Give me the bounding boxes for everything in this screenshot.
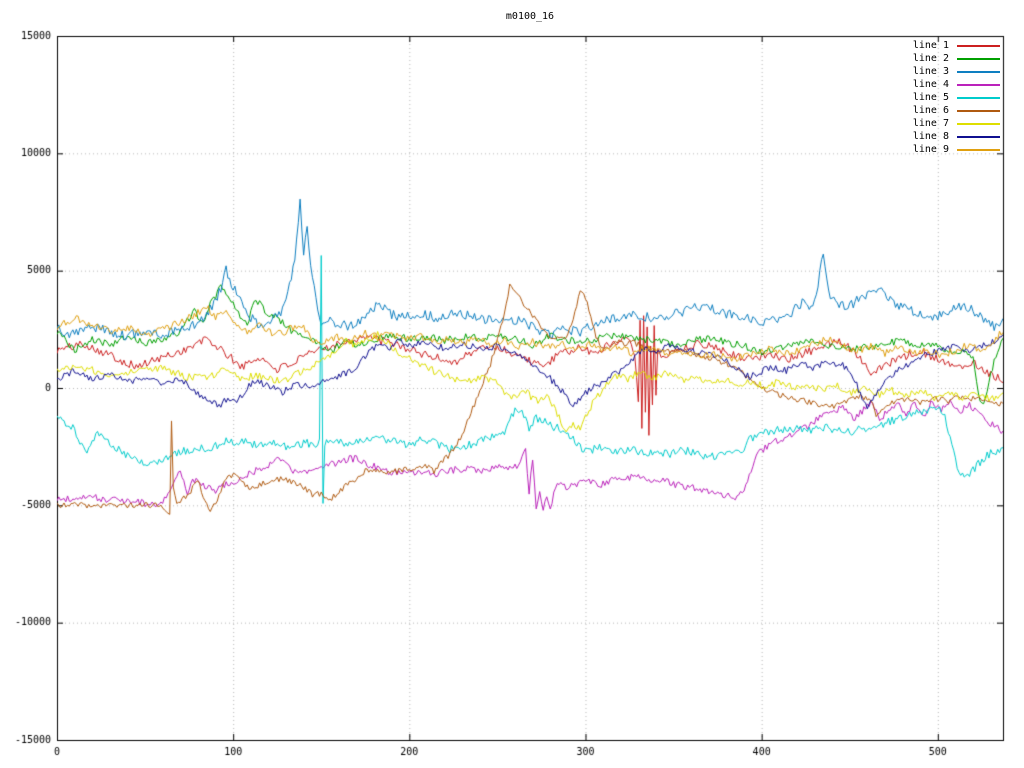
legend-swatch (957, 96, 1000, 99)
legend-item: line 6 (913, 104, 1000, 117)
legend-swatch (957, 135, 1000, 138)
legend-label: line 3 (912, 66, 949, 77)
legend-swatch (957, 148, 1000, 151)
legend-item: line 4 (913, 78, 1000, 91)
legend-item: line 8 (913, 130, 1000, 143)
legend-label: line 5 (912, 92, 949, 103)
legend-label: line 8 (912, 131, 949, 142)
legend-swatch (957, 44, 1000, 47)
legend-label: line 2 (912, 53, 949, 64)
legend-swatch (957, 122, 1000, 125)
legend-swatch (957, 109, 1000, 112)
legend-item: line 5 (913, 91, 1000, 104)
legend-label: line 9 (912, 144, 949, 155)
legend-label: line 6 (912, 105, 949, 116)
legend-swatch (957, 57, 1000, 60)
legend-swatch (957, 70, 1000, 73)
legend-item: line 7 (913, 117, 1000, 130)
legend-item: line 3 (913, 65, 1000, 78)
legend-label: line 7 (912, 118, 949, 129)
legend-item: line 1 (913, 39, 1000, 52)
legend-label: line 4 (912, 79, 949, 90)
legend-item: line 2 (913, 52, 1000, 65)
legend-item: line 9 (913, 143, 1000, 156)
legend: line 1 line 2 line 3 line 4 line 5 line 6 line… (913, 39, 1000, 156)
chart-title: m0100_16 (505, 11, 555, 22)
legend-swatch (957, 83, 1000, 86)
legend-label: line 1 (912, 40, 949, 51)
